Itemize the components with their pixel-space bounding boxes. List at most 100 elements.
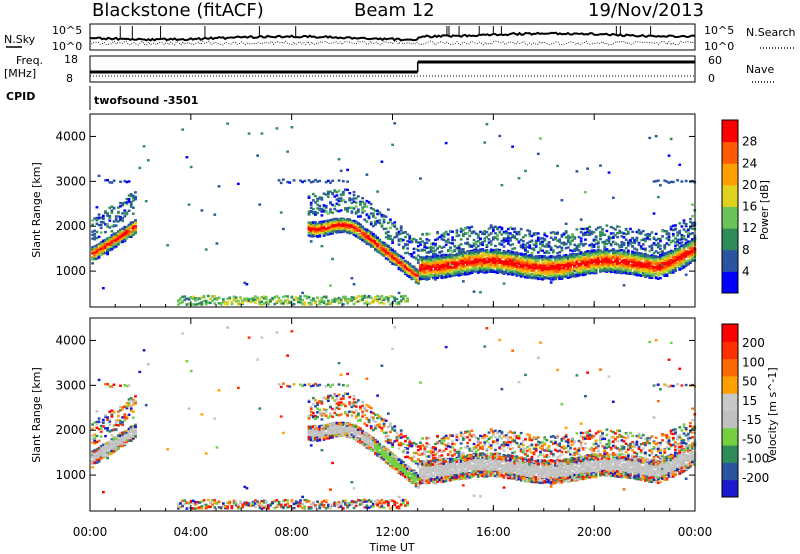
power-echo <box>427 262 431 265</box>
power-echo <box>539 246 542 250</box>
power-echo <box>329 226 332 229</box>
power-echo <box>95 245 99 249</box>
power-echo <box>476 259 480 262</box>
power-echo <box>451 255 454 259</box>
power-echo <box>187 302 191 305</box>
power-echo <box>571 261 574 265</box>
power-echo <box>489 226 493 229</box>
power-echo <box>494 250 497 254</box>
power-echo <box>211 299 214 302</box>
power-echo <box>491 253 495 256</box>
power-echo <box>361 211 364 214</box>
power-echo <box>476 265 480 269</box>
power-echo <box>425 256 429 259</box>
power-echo <box>509 243 512 247</box>
power-echo <box>266 303 270 306</box>
power-echo <box>423 241 427 245</box>
power-echo <box>322 229 326 233</box>
power-echo <box>423 275 427 278</box>
power-echo <box>359 200 362 204</box>
power-echo <box>91 257 95 260</box>
power-echo <box>521 253 525 256</box>
power-echo <box>429 242 433 245</box>
power-echo <box>286 298 289 301</box>
power-echo <box>369 212 373 215</box>
power-echo <box>337 296 341 300</box>
power-echo <box>453 272 457 276</box>
power-echo <box>382 298 386 302</box>
power-echo <box>335 227 339 231</box>
power-echo <box>479 267 482 270</box>
power-echo <box>575 244 579 248</box>
power-echo <box>506 227 510 231</box>
power-echo <box>134 231 137 234</box>
power-echo <box>408 252 412 256</box>
power-echo <box>99 250 103 253</box>
power-echo <box>558 251 562 254</box>
power-echo <box>397 261 401 264</box>
power-echo <box>494 258 497 261</box>
power-echo <box>258 302 262 305</box>
power-echo <box>284 294 287 298</box>
power-echo <box>425 246 429 249</box>
power-echo <box>406 298 409 301</box>
power-echo <box>110 237 114 241</box>
power-echo <box>344 220 347 224</box>
power-echo <box>389 220 392 223</box>
power-echo <box>410 238 414 241</box>
power-echo <box>397 301 401 304</box>
power-echo <box>356 224 360 228</box>
power-echo <box>446 270 450 273</box>
power-echo <box>106 238 110 241</box>
power-echo <box>352 233 356 236</box>
power-echo <box>468 272 472 275</box>
power-echo <box>556 232 559 235</box>
power-echo <box>116 210 120 214</box>
power-echo <box>127 232 131 235</box>
power-echo <box>575 248 579 252</box>
power-echo <box>532 271 536 275</box>
power-echo <box>562 273 566 276</box>
power-echo <box>532 260 536 263</box>
power-echo <box>356 208 360 211</box>
power-echo <box>247 299 251 302</box>
power-echo <box>232 297 236 300</box>
power-echo <box>472 263 476 267</box>
power-echo <box>494 265 497 269</box>
power-echo <box>408 234 412 238</box>
power-echo <box>429 258 433 262</box>
power-echo <box>110 234 114 237</box>
power-echo <box>344 188 347 191</box>
power-echo <box>446 260 450 264</box>
power-echo <box>509 232 512 235</box>
power-echo <box>241 301 244 305</box>
power-echo <box>314 228 317 232</box>
power-echo <box>498 255 502 258</box>
power-echo <box>461 266 465 270</box>
power-echo <box>502 260 506 263</box>
power-echo <box>299 301 302 304</box>
power-echo <box>594 252 598 256</box>
power-echo <box>483 141 487 144</box>
power-echo <box>588 225 592 229</box>
nsky-trace <box>89 31 696 42</box>
power-echo <box>438 261 442 264</box>
power-echo <box>112 245 116 249</box>
power-echo <box>363 294 367 298</box>
power-echo <box>346 188 349 192</box>
power-echo <box>367 216 371 219</box>
power-echo <box>474 251 478 254</box>
power-echo <box>316 222 319 226</box>
power-echo <box>500 262 504 265</box>
power-echo <box>309 227 313 230</box>
power-echo <box>543 251 547 254</box>
power-echo <box>504 255 508 258</box>
power-echo <box>125 212 129 216</box>
power-echo <box>564 268 568 271</box>
power-echo <box>416 254 420 257</box>
power-echo <box>359 299 362 302</box>
power-echo <box>425 260 429 263</box>
power-echo <box>496 226 499 230</box>
power-echo <box>464 242 467 245</box>
power-echo <box>590 244 594 247</box>
